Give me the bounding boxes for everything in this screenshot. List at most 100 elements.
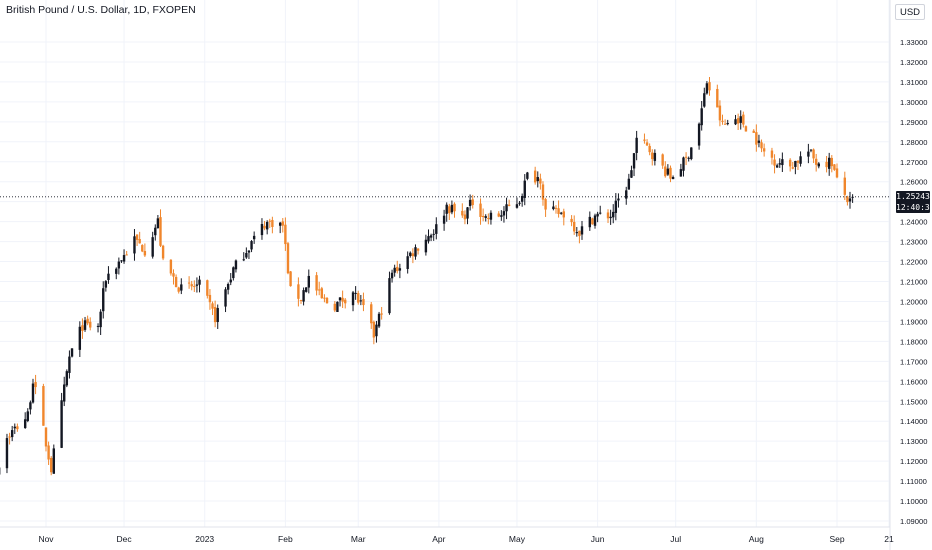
candle-down bbox=[86, 319, 88, 324]
x-tick-label: Dec bbox=[116, 534, 132, 544]
last-price-value: 1.25243 bbox=[896, 191, 930, 202]
candle-up bbox=[781, 159, 783, 165]
candle-up bbox=[451, 205, 453, 212]
candle-down bbox=[370, 304, 372, 323]
candle-up bbox=[352, 292, 354, 305]
candle-up bbox=[560, 213, 562, 214]
candle-down bbox=[669, 168, 671, 179]
candle-up bbox=[250, 241, 252, 249]
candle-down bbox=[344, 300, 346, 304]
candle-down bbox=[159, 217, 161, 246]
candle-up bbox=[196, 284, 198, 285]
bar-countdown: 12:40:32 bbox=[896, 202, 930, 213]
candle-up bbox=[308, 276, 310, 288]
time-axis[interactable]: Nov Dec 2023 Feb Mar Apr May Jun Jul Aug Sep 21 bbox=[0, 527, 894, 544]
candle-up bbox=[414, 247, 416, 256]
candle-up bbox=[154, 228, 156, 235]
candle-down bbox=[297, 284, 299, 298]
candle-down bbox=[175, 277, 177, 287]
x-tick-label: Nov bbox=[38, 534, 54, 544]
x-tick-label: 21 bbox=[884, 534, 894, 544]
candle-down bbox=[836, 168, 838, 177]
candle-up bbox=[279, 223, 281, 226]
candle-up bbox=[248, 250, 250, 252]
y-tick-label: 1.26000 bbox=[900, 178, 927, 187]
candle-up bbox=[302, 290, 304, 301]
candle-down bbox=[797, 161, 799, 163]
candle-down bbox=[482, 216, 484, 217]
candle-down bbox=[269, 221, 271, 222]
candle-down bbox=[373, 322, 375, 338]
candle-up bbox=[232, 267, 234, 278]
candle-down bbox=[661, 154, 663, 165]
candle-up bbox=[63, 384, 65, 401]
candle-down bbox=[412, 253, 414, 256]
candle-down bbox=[271, 220, 273, 227]
candle-up bbox=[576, 232, 578, 233]
candle-down bbox=[724, 124, 726, 125]
candle-up bbox=[399, 268, 401, 270]
candle-up bbox=[828, 158, 830, 169]
candle-up bbox=[107, 274, 109, 280]
candle-down bbox=[144, 251, 146, 255]
candle-up bbox=[339, 297, 341, 300]
y-tick-label: 1.14000 bbox=[900, 417, 927, 426]
candle-up bbox=[599, 213, 601, 214]
x-tick-label: Jun bbox=[591, 534, 605, 544]
candle-down bbox=[760, 142, 762, 148]
candle-up bbox=[266, 222, 268, 229]
candle-up bbox=[485, 216, 487, 218]
candle-down bbox=[708, 82, 710, 90]
currency-selector[interactable]: USD bbox=[895, 4, 925, 20]
candle-up bbox=[60, 400, 62, 448]
candle-down bbox=[172, 273, 174, 276]
candle-down bbox=[542, 184, 544, 199]
chart-title: British Pound / U.S. Dollar, 1D, FXOPEN bbox=[6, 4, 196, 16]
candle-up bbox=[406, 256, 408, 269]
candle-up bbox=[740, 116, 742, 123]
candle-up bbox=[698, 124, 700, 146]
candle-up bbox=[680, 169, 682, 176]
candle-down bbox=[742, 115, 744, 125]
candle-up bbox=[24, 419, 26, 428]
x-tick-label: Sep bbox=[829, 534, 844, 544]
y-tick-label: 1.18000 bbox=[900, 337, 927, 346]
candle-down bbox=[755, 132, 757, 145]
candle-down bbox=[47, 445, 49, 459]
candle-up bbox=[6, 438, 8, 468]
y-tick-label: 1.16000 bbox=[900, 377, 927, 386]
candle-down bbox=[282, 221, 284, 225]
y-tick-label: 1.27000 bbox=[900, 158, 927, 167]
y-tick-label: 1.31000 bbox=[900, 78, 927, 87]
candle-down bbox=[191, 284, 193, 286]
candle-up bbox=[388, 278, 390, 313]
candle-down bbox=[209, 295, 211, 302]
candle-up bbox=[425, 240, 427, 253]
candle-down bbox=[16, 426, 18, 429]
candle-down bbox=[763, 148, 765, 151]
price-axis[interactable]: 1.33000 1.32000 1.31000 1.30000 1.29000 1.280… bbox=[890, 0, 927, 550]
candle-down bbox=[607, 212, 609, 218]
candle-up bbox=[68, 357, 70, 373]
candle-down bbox=[170, 260, 172, 274]
candle-down bbox=[648, 146, 650, 152]
candle-up bbox=[243, 259, 245, 260]
y-tick-label: 1.32000 bbox=[900, 58, 927, 67]
candle-up bbox=[758, 141, 760, 143]
candle-down bbox=[831, 158, 833, 166]
candle-up bbox=[734, 119, 736, 124]
candle-up bbox=[628, 179, 630, 190]
y-tick-label: 1.21000 bbox=[900, 278, 927, 287]
candle-down bbox=[578, 231, 580, 236]
x-tick-label: Aug bbox=[749, 534, 764, 544]
candle-up bbox=[224, 289, 226, 306]
candle-down bbox=[479, 204, 481, 217]
candle-down bbox=[89, 322, 91, 328]
candle-up bbox=[120, 260, 122, 261]
candle-up bbox=[609, 217, 611, 218]
candle-up bbox=[235, 260, 237, 269]
candle-down bbox=[591, 218, 593, 224]
candle-down bbox=[81, 325, 83, 331]
